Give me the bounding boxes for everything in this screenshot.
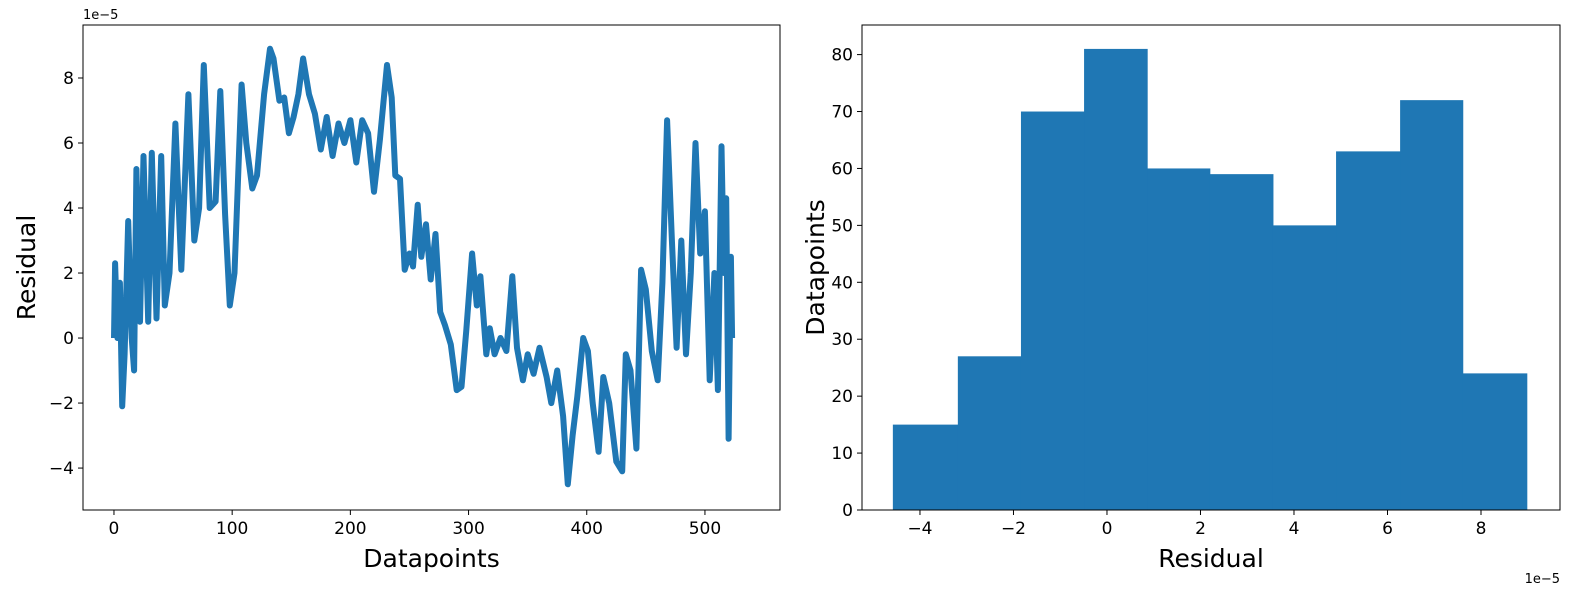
- hist-bar: [892, 424, 959, 510]
- residual-line: [111, 45, 736, 488]
- hist-bar: [1209, 174, 1274, 510]
- y-tick-label: −2: [49, 394, 74, 414]
- y-tick-label: 0: [842, 501, 853, 521]
- hist-bar: [957, 356, 1022, 510]
- x-tick-label: 6: [1382, 519, 1393, 539]
- y-tick-label: 60: [831, 159, 853, 179]
- y-tick-label: 50: [831, 216, 853, 236]
- x-tick-label: 100: [216, 519, 248, 539]
- y-offset-label: 1e−5: [83, 8, 118, 23]
- y-tick-label: 0: [63, 329, 74, 349]
- x-tick-label: 200: [334, 519, 366, 539]
- y-tick-label: 8: [63, 69, 74, 89]
- hist-bar: [1147, 168, 1211, 511]
- y-tick-label: 20: [831, 387, 853, 407]
- x-tick-label: −2: [1001, 519, 1026, 539]
- plot-frame: [861, 24, 1561, 511]
- x-offset-label: 1e−5: [1525, 572, 1560, 587]
- y-tick-label: 4: [63, 199, 74, 219]
- x-tick-label: 500: [689, 519, 721, 539]
- plot-frame: [82, 24, 781, 511]
- x-axis-label: Residual: [1158, 544, 1264, 573]
- y-tick-label: 40: [831, 273, 853, 293]
- y-axis-label: Datapoints: [801, 199, 830, 335]
- y-tick-label: 30: [831, 330, 853, 350]
- y-tick-label: 80: [831, 46, 853, 66]
- x-tick-label: −4: [907, 519, 932, 539]
- x-tick-label: 2: [1195, 519, 1206, 539]
- y-tick-label: 10: [831, 444, 853, 464]
- x-axis-label: Datapoints: [363, 544, 499, 573]
- y-tick-label: −4: [49, 459, 74, 479]
- hist-bar: [1084, 48, 1148, 511]
- hist-bar: [1336, 151, 1401, 511]
- hist-bar: [1272, 225, 1337, 510]
- y-tick-label: 70: [831, 103, 853, 123]
- x-tick-label: 4: [1289, 519, 1300, 539]
- x-tick-label: 300: [452, 519, 484, 539]
- x-tick-label: 400: [571, 519, 603, 539]
- x-tick-label: 0: [109, 519, 120, 539]
- x-tick-label: 0: [1102, 519, 1113, 539]
- hist-bar: [1400, 100, 1464, 511]
- hist-bar: [1462, 373, 1528, 510]
- y-tick-label: 2: [63, 264, 74, 284]
- y-axis-label: Residual: [12, 215, 41, 321]
- hist-bar: [1020, 111, 1085, 510]
- x-tick-label: 8: [1476, 519, 1487, 539]
- y-tick-label: 6: [63, 134, 74, 154]
